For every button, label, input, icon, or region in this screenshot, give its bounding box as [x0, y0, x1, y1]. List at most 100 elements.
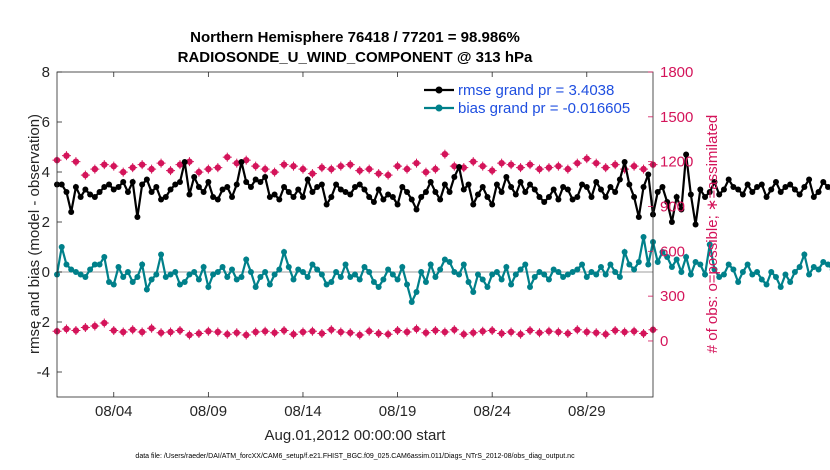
rmse-point: [711, 179, 718, 185]
rmse-point: [352, 184, 358, 190]
rmse-point: [219, 186, 226, 193]
bias-point: [427, 261, 434, 268]
rmse-series-layer: [54, 151, 830, 228]
bias-point: [545, 276, 552, 283]
bias-point: [394, 276, 401, 283]
bias-point: [744, 261, 751, 268]
obs-assimilated-point: [260, 326, 270, 336]
bias-point: [356, 276, 363, 283]
bias-point: [281, 249, 288, 255]
bias-point: [290, 276, 297, 283]
rmse-point: [195, 184, 202, 190]
y-right-tick-label: 0: [660, 333, 668, 350]
rmse-point: [389, 194, 396, 200]
obs-assimilated-point: [393, 326, 403, 336]
obs-possible-point: [307, 169, 317, 179]
obs-possible-point: [534, 164, 544, 174]
obs-possible-point: [364, 164, 374, 174]
bias-point: [304, 274, 311, 280]
rmse-point: [205, 179, 212, 185]
bias-point: [796, 264, 803, 270]
bias-point: [593, 271, 600, 278]
bias-point: [555, 269, 562, 275]
bias-point: [825, 261, 830, 268]
bias-point: [252, 284, 259, 290]
obs-possible-point: [591, 158, 601, 168]
bias-point: [446, 259, 453, 265]
rmse-point: [621, 159, 628, 165]
rmse-point: [181, 159, 188, 165]
y-right-tick-label: 1500: [660, 109, 693, 126]
rmse-point: [96, 189, 103, 195]
rmse-point: [574, 194, 581, 200]
rmse-point: [380, 196, 387, 203]
x-axis-label: Aug.01,2012 00:00:00 start: [265, 427, 447, 444]
bias-point: [716, 274, 723, 280]
y-right-tick-label: 1200: [660, 154, 693, 171]
x-tick-label: 08/24: [473, 403, 511, 420]
rmse-point: [763, 194, 770, 200]
obs-possible-point: [572, 158, 582, 168]
bias-point: [243, 256, 250, 263]
obs-possible-point: [629, 161, 639, 171]
obs-possible-point: [166, 166, 176, 176]
bias-point: [333, 269, 340, 275]
obs-possible-point: [128, 163, 138, 173]
bias-point: [560, 274, 567, 280]
obs-possible-point: [137, 160, 147, 170]
obs-assimilated-point: [336, 327, 346, 337]
bias-point: [361, 264, 368, 270]
obs-assimilated-point: [99, 318, 109, 328]
rmse-point: [247, 184, 254, 190]
rmse-point: [493, 181, 500, 188]
obs-assimilated-point: [61, 324, 71, 334]
obs-assimilated-point: [289, 329, 299, 339]
bias-point: [347, 274, 354, 280]
rmse-point: [441, 181, 448, 188]
bias-point: [115, 264, 122, 270]
bias-point: [754, 269, 761, 275]
bias-point: [645, 261, 652, 268]
rmse-point: [508, 184, 515, 190]
obs-possible-point: [459, 163, 469, 173]
obs-assimilated-point: [128, 325, 138, 335]
rmse-point: [309, 189, 316, 195]
rmse-point: [758, 181, 765, 188]
rmse-point: [791, 186, 798, 193]
rmse-point: [659, 184, 666, 190]
bias-point: [498, 276, 505, 283]
tick-layer: 08/04 08/09 08/14 08/19 08/24 08/29 -4 -2 0 2 4 6 8 0…: [37, 64, 694, 420]
rmse-point: [692, 221, 699, 228]
rmse-point: [200, 189, 207, 195]
obs-assimilated-point: [345, 328, 355, 338]
obs-assimilated-point: [497, 328, 507, 338]
bias-point: [318, 271, 325, 278]
bias-point: [489, 271, 496, 278]
bias-point: [285, 264, 292, 270]
bias-point: [626, 261, 633, 268]
rmse-point: [484, 194, 491, 200]
rmse-point: [186, 191, 193, 198]
bias-point: [597, 264, 604, 270]
bias-point: [616, 274, 623, 280]
obs-possible-point: [109, 161, 119, 171]
bias-point: [810, 264, 817, 270]
rmse-point: [815, 189, 822, 195]
rmse-point: [366, 194, 373, 200]
rmse-point: [531, 186, 538, 193]
rmse-point: [233, 181, 240, 188]
bias-point: [233, 276, 240, 283]
y-axis-label-right: # of obs: o=possible; ∗=assimilated: [704, 115, 721, 354]
obs-assimilated-point: [544, 326, 554, 336]
obs-possible-point: [402, 164, 412, 174]
obs-possible-point: [345, 160, 355, 170]
x-tick-label: 08/14: [284, 403, 322, 420]
bias-point: [631, 266, 638, 273]
bias-point: [72, 269, 79, 275]
bias-point: [205, 284, 212, 290]
obs-assimilated-point: [534, 328, 544, 338]
rmse-point: [446, 189, 453, 195]
rmse-point: [725, 176, 732, 183]
obs-possible-point: [421, 167, 431, 177]
